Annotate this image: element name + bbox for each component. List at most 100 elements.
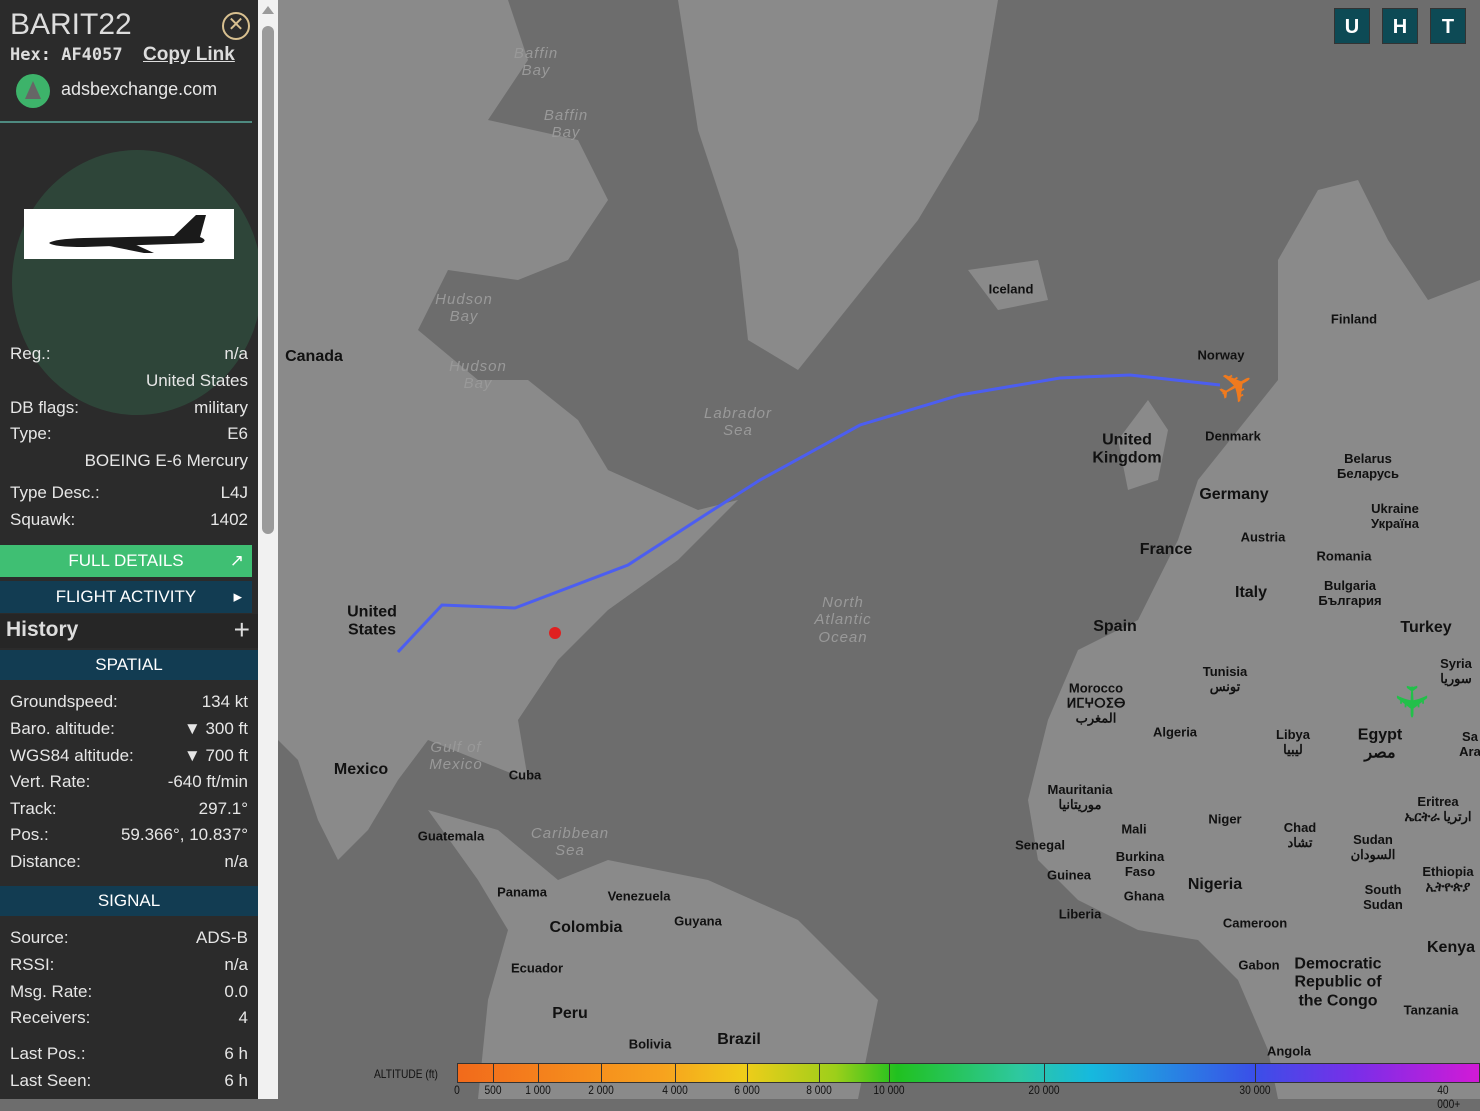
- map-label: Liberia: [1058, 906, 1102, 922]
- row-label: Reg.:: [10, 344, 51, 363]
- map-label: Panama: [497, 884, 547, 900]
- map-label: Mexico: [333, 760, 389, 778]
- map-label: South Sudan: [1363, 882, 1403, 912]
- map-label: Italy: [1234, 583, 1268, 601]
- flight-track-line: [396, 373, 1221, 654]
- signal-row: RSSI: n/a: [10, 955, 248, 975]
- map-label: Angola: [1266, 1043, 1312, 1059]
- map-label: Guatemala: [417, 828, 485, 844]
- chevron-right-icon: ▸: [233, 587, 242, 606]
- flight-activity-button[interactable]: FLIGHT ACTIVITY ▸: [0, 581, 252, 613]
- map-label: Bolivia: [628, 1036, 672, 1052]
- row-label: Groundspeed:: [10, 692, 118, 711]
- map-label: Germany: [1199, 485, 1269, 503]
- map-button-u[interactable]: U: [1334, 8, 1370, 44]
- info-row: Type: E6: [10, 424, 248, 444]
- adsbexchange-logo-icon: [16, 74, 50, 108]
- history-toggle[interactable]: History +: [0, 614, 258, 648]
- legend-tick: [538, 1064, 539, 1082]
- map-label: Syria سوريا: [1440, 656, 1472, 686]
- info-row: BOEING E-6 Mercury: [10, 451, 248, 471]
- plus-icon[interactable]: +: [233, 614, 250, 645]
- hex-label: Hex:: [10, 45, 51, 65]
- map-label: Guinea: [1046, 867, 1092, 883]
- map-label: Kenya: [1426, 938, 1476, 956]
- map[interactable]: Baffin Bay Baffin Bay Hudson Bay Hudson Bay…: [278, 0, 1480, 1099]
- legend-tick-label: 4 000: [662, 1083, 688, 1097]
- row-label: Distance:: [10, 852, 81, 871]
- row-value: L4J: [220, 483, 248, 502]
- row-label: Baro. altitude:: [10, 719, 115, 738]
- map-label: Iceland: [988, 281, 1034, 297]
- row-label: Receivers:: [10, 1008, 91, 1027]
- legend-tick-label: 20 000: [1028, 1083, 1060, 1097]
- row-value: 6 h: [224, 1071, 248, 1090]
- map-label: Nigeria: [1187, 875, 1243, 893]
- row-value: n/a: [224, 344, 248, 363]
- map-label: Tanzania: [1403, 1002, 1459, 1018]
- legend-tick-label: 30 000: [1239, 1083, 1271, 1097]
- full-details-button[interactable]: FULL DETAILS ↗: [0, 545, 252, 577]
- close-icon[interactable]: ✕: [222, 12, 250, 40]
- map-label: Ecuador: [510, 960, 564, 976]
- map-label: Bulgaria България: [1318, 578, 1382, 608]
- signal-row: Last Seen: 6 h: [10, 1071, 248, 1091]
- copy-link[interactable]: Copy Link: [143, 44, 235, 65]
- info-row: Type Desc.: L4J: [10, 483, 248, 503]
- other-aircraft-icon[interactable]: ✈: [1385, 683, 1435, 720]
- map-label: Mali: [1121, 821, 1147, 837]
- map-label: Finland: [1330, 311, 1378, 327]
- map-label: Spain: [1093, 617, 1137, 635]
- divider: [0, 121, 252, 123]
- row-value: 6 h: [224, 1044, 248, 1063]
- spatial-row: Track: 297.1°: [10, 799, 248, 819]
- site-link[interactable]: adsbexchange.com: [61, 79, 218, 99]
- row-value: United States: [145, 371, 248, 390]
- map-label: Ethiopia ኢትዮጵያ: [1422, 864, 1474, 894]
- row-value: 1402: [210, 510, 248, 529]
- external-link-icon: ↗: [229, 551, 244, 570]
- spatial-row: Vert. Rate: -640 ft/min: [10, 772, 248, 792]
- panel-scrollbar[interactable]: [258, 0, 278, 1099]
- aircraft-info-panel: BARIT22 ✕ Hex: AF4057 Copy Link adsbexch…: [0, 0, 262, 1099]
- map-label: Libya ليبيا: [1276, 727, 1310, 757]
- map-label: Eritrea ኤርትራ ارتريا: [1404, 794, 1472, 824]
- spatial-row: Distance: n/a: [10, 852, 248, 872]
- scroll-up-icon[interactable]: [262, 6, 274, 14]
- map-label: Egypt مصر: [1357, 726, 1403, 762]
- legend-tick-label: 0: [454, 1083, 460, 1097]
- aircraft-photo[interactable]: [24, 209, 234, 259]
- map-button-h[interactable]: H: [1382, 8, 1418, 44]
- map-label: Colombia: [549, 918, 623, 936]
- map-label: Sa Ara: [1459, 729, 1480, 759]
- map-label: Peru: [552, 1004, 588, 1022]
- map-label: Cameroon: [1222, 915, 1288, 931]
- row-label: WGS84 altitude:: [10, 746, 134, 765]
- map-label: Ukraine Украïна: [1371, 501, 1419, 531]
- row-label: DB flags:: [10, 398, 79, 417]
- row-value: 59.366°, 10.837°: [120, 825, 248, 844]
- map-label: Niger: [1208, 811, 1242, 827]
- legend-tick-label: 500: [484, 1083, 502, 1097]
- map-label: Labrador Sea: [703, 404, 773, 439]
- map-label: Caribbean Sea: [530, 824, 610, 859]
- map-label: Tunisia تونس: [1202, 664, 1248, 694]
- scrollbar-thumb[interactable]: [262, 26, 274, 534]
- row-value: 134 kt: [201, 692, 248, 711]
- info-row: United States: [10, 371, 248, 391]
- map-label: Brazil: [717, 1030, 761, 1048]
- map-label: Democratic Republic of the Congo: [1294, 955, 1382, 1010]
- weather-dot: [549, 627, 561, 639]
- map-button-t[interactable]: T: [1430, 8, 1466, 44]
- row-label: Type Desc.:: [10, 483, 100, 502]
- map-label: Austria: [1240, 529, 1286, 545]
- map-label: Canada: [285, 347, 343, 365]
- map-label: Sudan السودان: [1350, 832, 1396, 862]
- legend-tick-label: 1 000: [525, 1083, 551, 1097]
- row-value: military: [194, 398, 248, 417]
- info-row: DB flags: military: [10, 398, 248, 418]
- legend-tick: [1044, 1064, 1045, 1082]
- altitude-color-bar: [457, 1063, 1480, 1083]
- signal-row: Last Pos.: 6 h: [10, 1044, 248, 1064]
- row-label: RSSI:: [10, 955, 55, 974]
